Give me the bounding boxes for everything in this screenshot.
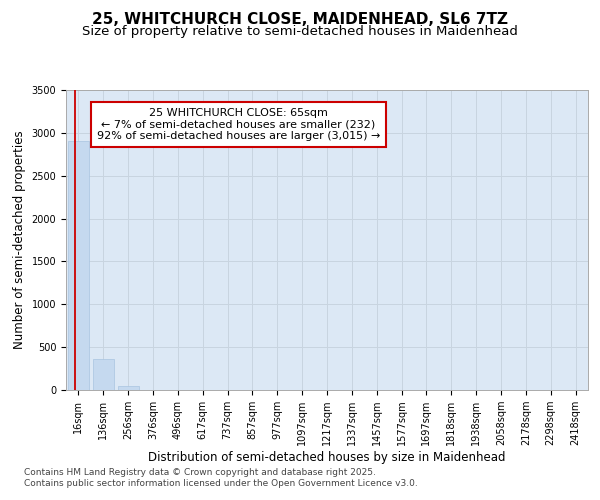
X-axis label: Distribution of semi-detached houses by size in Maidenhead: Distribution of semi-detached houses by … (148, 451, 506, 464)
Bar (68, 142, 89, 390)
Bar (93, 359, 114, 390)
Text: 25 WHITCHURCH CLOSE: 65sqm
← 7% of semi-detached houses are smaller (232)
92% of: 25 WHITCHURCH CLOSE: 65sqm ← 7% of semi-… (97, 108, 380, 141)
Text: 25, WHITCHURCH CLOSE, MAIDENHEAD, SL6 7TZ: 25, WHITCHURCH CLOSE, MAIDENHEAD, SL6 7T… (92, 12, 508, 28)
Text: Size of property relative to semi-detached houses in Maidenhead: Size of property relative to semi-detach… (82, 24, 518, 38)
Y-axis label: Number of semi-detached properties: Number of semi-detached properties (13, 130, 26, 350)
Bar (118, 386, 139, 390)
Text: Contains HM Land Registry data © Crown copyright and database right 2025.
Contai: Contains HM Land Registry data © Crown c… (24, 468, 418, 487)
